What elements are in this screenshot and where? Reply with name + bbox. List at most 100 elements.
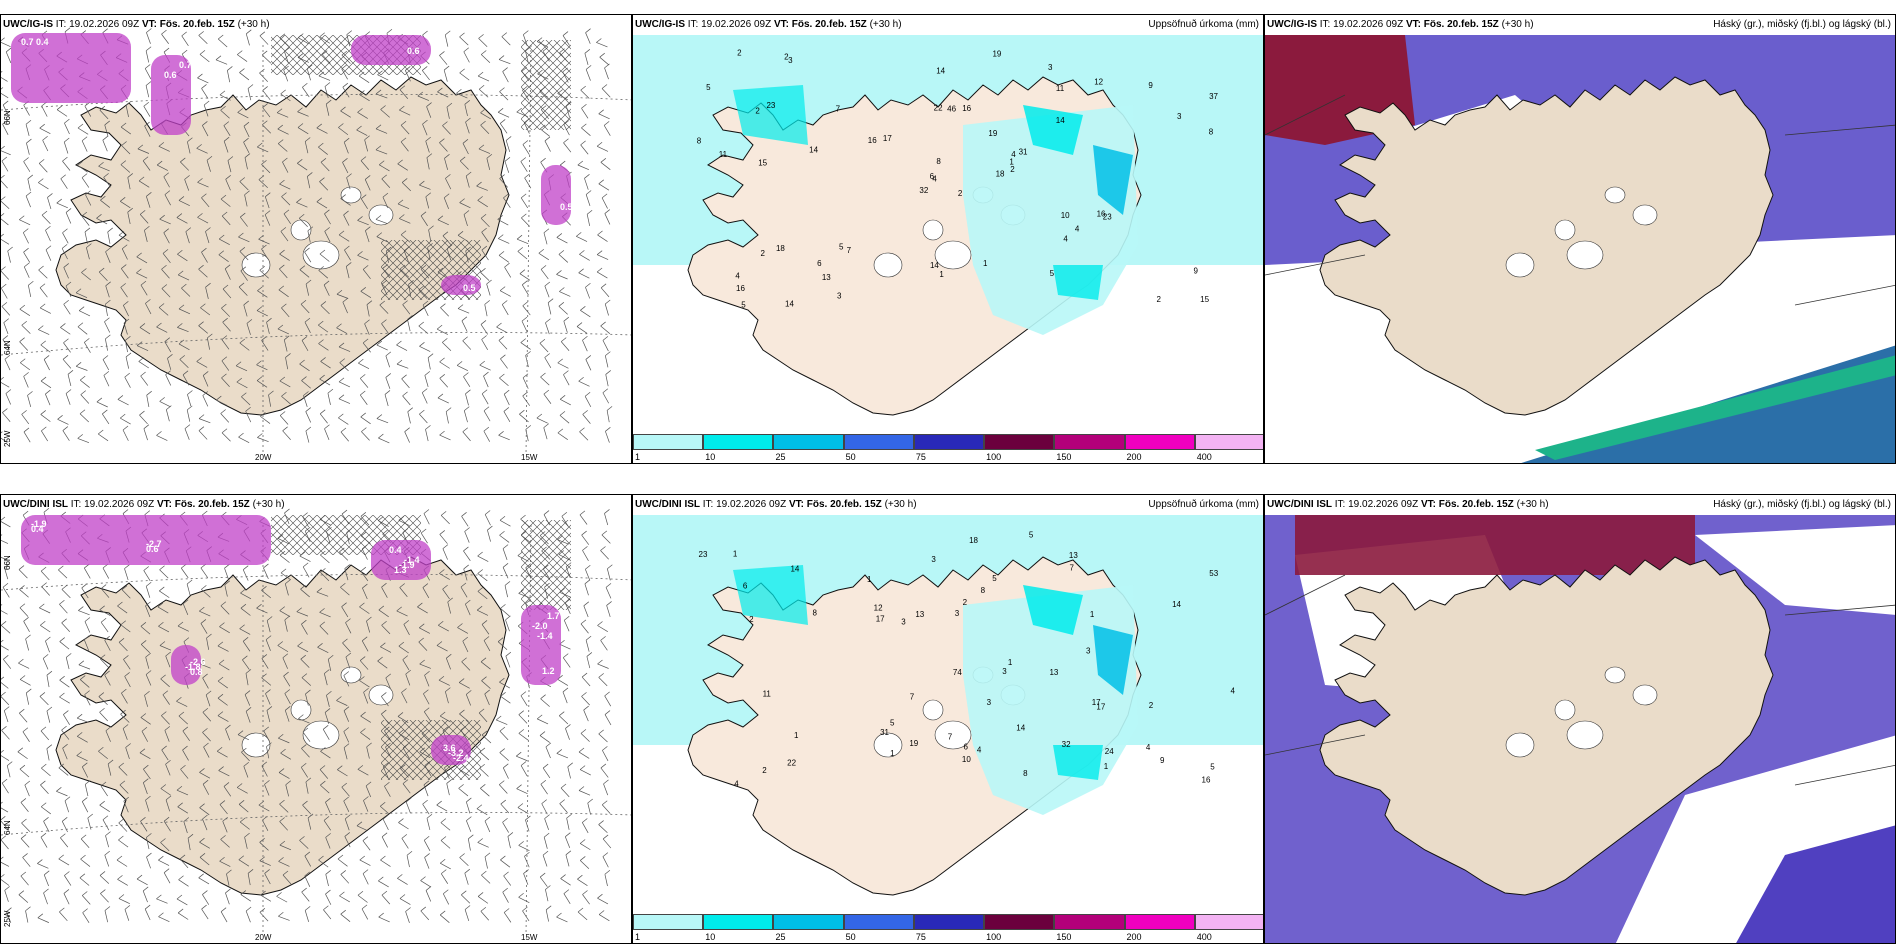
wind-barb: [21, 414, 30, 425]
wind-barb: [220, 911, 228, 923]
wind-barb: [520, 197, 529, 209]
wind-barb: [120, 713, 130, 723]
wind-barb: [443, 69, 448, 82]
wind-barb: [563, 321, 568, 333]
wind-barb: [604, 695, 612, 707]
wind-barb: [197, 77, 209, 84]
precip-value: 2: [784, 53, 789, 62]
wind-barb: [279, 610, 291, 618]
wind-barb: [422, 803, 430, 815]
wind-barb: [605, 431, 610, 443]
wind-barb: [437, 91, 449, 98]
colorbar-swatch: [703, 914, 774, 930]
wind-barb: [98, 751, 108, 760]
wind-barb: [202, 712, 212, 722]
wind-barb: [218, 254, 229, 263]
wind-barb: [405, 801, 411, 814]
wind-barb: [98, 433, 109, 442]
wind-barb: [319, 181, 329, 191]
wind-barb: [62, 430, 70, 441]
wind-barb: [59, 696, 70, 704]
wind-barb: [40, 570, 50, 581]
wind-barb: [102, 359, 110, 371]
wind-barb: [359, 660, 369, 670]
wind-barb: [499, 730, 509, 741]
wind-barb: [596, 42, 608, 48]
wind-barb: [100, 622, 109, 633]
lat-lon-grid: [1, 524, 631, 936]
glacier: [340, 666, 362, 684]
wind-barb: [425, 140, 430, 153]
temperature-label: 1.2: [542, 666, 555, 676]
wind-barb: [102, 567, 110, 579]
wind-barb: [245, 411, 252, 423]
wind-barb: [424, 375, 429, 387]
wind-barb: [266, 746, 270, 759]
wind-barb: [144, 125, 151, 137]
precip-value: 1: [1008, 658, 1013, 667]
wind-barb: [375, 219, 388, 224]
wind-barb: [460, 586, 468, 598]
wind-barb: [319, 612, 331, 618]
wind-barb: [244, 157, 248, 170]
wind-barb: [297, 163, 308, 171]
wind-barb: [598, 677, 608, 687]
colorbar-swatch: [1054, 914, 1125, 930]
wind-barb: [301, 748, 310, 758]
precip-value: 1: [1104, 762, 1109, 771]
wind-barb: [424, 675, 430, 687]
wind-barb: [144, 230, 148, 242]
panel-header: UWC/IG-IS IT: 19.02.2026 09Z VT: Fös. 20…: [1267, 19, 1534, 30]
wind-barb: [518, 714, 528, 724]
wind-barb: [520, 161, 528, 172]
wind-barb: [465, 393, 469, 406]
precip-value: 2: [749, 615, 754, 624]
wind-barb: [420, 880, 431, 888]
wind-barb: [439, 434, 451, 441]
wind-barb: [239, 342, 250, 351]
wind-barb: [578, 790, 591, 796]
wind-barb: [427, 357, 431, 370]
wind-barb: [27, 395, 32, 408]
wind-barb: [597, 234, 608, 242]
wind-barb: [244, 194, 248, 207]
wind-barb: [19, 679, 31, 686]
wind-barb: [5, 51, 12, 64]
wind-barb: [203, 104, 209, 117]
wind-barb: [78, 610, 90, 616]
wind-barb: [579, 431, 589, 441]
wind-barb: [77, 736, 88, 743]
wind-barb: [221, 432, 231, 442]
wind-barb: [522, 144, 530, 155]
wind-barb: [158, 146, 170, 152]
wind-barb: [418, 641, 428, 651]
wind-barb: [496, 326, 508, 333]
wind-barb: [156, 898, 168, 904]
wind-barb: [320, 162, 330, 172]
wind-barb: [202, 784, 210, 795]
wind-barb: [440, 873, 449, 884]
wind-barb: [500, 859, 511, 868]
wind-barb: [481, 249, 489, 261]
wind-barb: [185, 231, 190, 244]
wind-barb: [560, 341, 570, 351]
precip-value: 9: [1194, 267, 1199, 276]
wind-barb: [319, 625, 329, 635]
wind-barb: [301, 624, 308, 635]
wind-barb: [120, 164, 131, 173]
wind-barb: [476, 808, 488, 816]
wind-barb: [22, 857, 31, 867]
wind-barb: [199, 663, 211, 669]
wind-barb: [545, 322, 550, 335]
wind-barb: [159, 569, 169, 579]
colorbar-tick-label: 75: [915, 932, 926, 942]
wind-barb: [80, 838, 90, 849]
panel-title: Uppsöfnuð úrkoma (mm): [1148, 19, 1259, 30]
colorbar-tick-label: 10: [705, 452, 716, 462]
wind-barb: [597, 625, 608, 632]
wind-barb: [198, 430, 208, 440]
wind-barb: [245, 33, 250, 46]
wind-barb: [39, 607, 51, 614]
wind-barb: [282, 657, 288, 669]
wind-barb: [407, 319, 411, 332]
